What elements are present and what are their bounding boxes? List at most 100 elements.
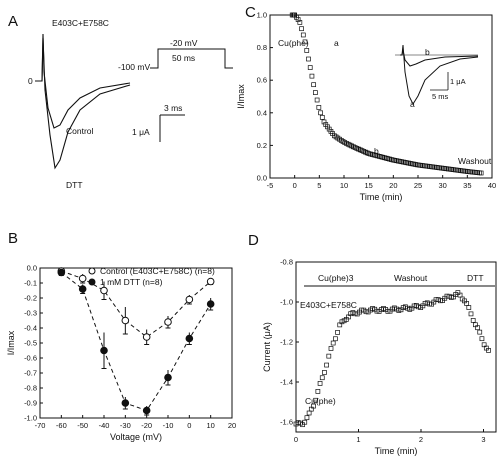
panel-c-point (304, 48, 310, 53)
panel-d-ylabel: Current (μA) (262, 322, 272, 372)
panel-c-point (319, 115, 325, 120)
panel-b-fit-dtt (61, 272, 212, 412)
panel-c-ytick-label: 0.6 (257, 76, 267, 85)
panel-b-dtt-point (185, 334, 194, 343)
panel-d: D 0 1 2 3 -0.8 -1.0 -1.2 -1.4 -1.6 Time (min) Curr… (248, 232, 497, 456)
panel-d-xtick-label: 1 (356, 435, 360, 444)
inset-trace-b (400, 49, 479, 67)
panel-d-point (330, 340, 336, 346)
panel-b-dtt-point (121, 399, 130, 407)
panel-c-point (306, 56, 311, 62)
dtt-trace (40, 37, 131, 170)
panel-b-ytick-label: -1.0 (24, 414, 37, 423)
panel-b-control-point (164, 318, 172, 326)
panel-c-point (307, 65, 313, 70)
control-label: Control (66, 126, 94, 136)
panel-d-ytick-label: -0.8 (280, 258, 293, 267)
panel-b-axes-frame (39, 267, 233, 419)
panel-c-point (300, 32, 306, 38)
panel-c-xlabel: Time (min) (360, 192, 403, 202)
panel-a-construct: E403C+E758C (52, 18, 109, 28)
panel-b-xtick-label: -50 (77, 421, 88, 430)
panel-d-point (468, 311, 474, 317)
panel-d-point (333, 336, 338, 342)
panel-b-ytick-label: -0.7 (24, 369, 37, 378)
panel-b-control-point (206, 277, 215, 286)
panel-d-point (311, 403, 316, 409)
panel-c-xtick-label: 5 (317, 181, 321, 190)
bar-label-washout: Washout (394, 273, 428, 283)
panel-c-ylabel: I/Imax (236, 84, 246, 109)
panel-d-ytick-label: -1.2 (280, 338, 293, 347)
panel-d-point (479, 336, 485, 342)
panel-b-ytick-label: 0.0 (27, 264, 37, 273)
panel-d-point (324, 362, 329, 368)
panel-a: A E403C+E758C 0 Control DTT -100 mV -20 … (8, 13, 233, 190)
panel-c-point (311, 82, 317, 88)
panel-c: C -5 0 5 10 15 20 25 30 35 40 0.0 0.2 0.4 0.6 0.8 1.0 Ti… (236, 4, 496, 202)
panel-b-xtick-label: 20 (228, 421, 236, 430)
panel-b-xtick-label: -10 (163, 421, 174, 430)
panel-b-ytick-label: -0.1 (24, 279, 37, 288)
panel-d-chart: 0 1 2 3 -0.8 -1.0 -1.2 -1.4 -1.6 Time (min) Curren… (262, 258, 497, 456)
panel-b-xtick-label: -20 (141, 421, 152, 430)
panel-d-point (317, 381, 323, 386)
panel-b-legend-entry: Control (E403C+E758C) (n=8) (100, 266, 215, 276)
panel-c-xtick-label: 40 (488, 181, 496, 190)
panel-b-xtick-label: 0 (187, 421, 191, 430)
panel-d-point (477, 329, 483, 335)
panel-d-point (315, 389, 321, 394)
panel-c-xtick-label: 0 (293, 181, 297, 190)
panel-b-dtt-point (142, 406, 151, 415)
panel-c-ytick-label: 0.8 (257, 43, 267, 52)
panel-a-letter: A (8, 13, 18, 30)
panel-b-chart: -70 -60 -50 -40 -30 -20 -10 0 10 20 0.0 -0.1 -0.2 -0.… (6, 264, 236, 443)
panel-c-ytick-label: 0.0 (257, 174, 267, 183)
panel-b-control-point (142, 333, 151, 341)
bar-label-cuphe: Cu(phe)3 (318, 273, 354, 283)
panel-d-point (326, 353, 332, 359)
panel-c-inset: a b 1 μA 5 ms (395, 44, 479, 109)
panel-b-ytick-label: -0.8 (24, 384, 37, 393)
panel-c-axes-frame (269, 14, 493, 179)
panel-b-dtt-point (100, 346, 108, 355)
duration-label: 50 ms (172, 53, 195, 63)
panel-c-xtick-label: 15 (364, 181, 372, 190)
inset-scale-bar (430, 72, 449, 91)
panel-c-xtick-label: 30 (438, 181, 446, 190)
scale-current-label: 1 μA (132, 127, 150, 137)
panel-b-ytick-label: -0.9 (24, 399, 37, 408)
panel-b-xtick-label: -40 (99, 421, 110, 430)
panel-b-dtt-point (57, 268, 66, 277)
panel-b-fit-control (61, 270, 212, 338)
panel-c-point (297, 20, 303, 25)
dtt-label: DTT (66, 180, 83, 190)
panel-d-point (486, 348, 491, 353)
panel-d-cu-annotation: Cu(phe) (305, 396, 336, 406)
panel-c-ytick-label: 1.0 (257, 11, 267, 20)
panel-b-xlabel: Voltage (mV) (110, 432, 162, 442)
panel-b-legend-entry: 1 mM DTT (n=8) (100, 277, 163, 287)
panel-c-point (318, 110, 323, 116)
panel-c-letter: C (245, 4, 256, 21)
inset-time-scale: 5 ms (432, 92, 449, 101)
panel-c-marker-a: a (334, 38, 339, 48)
panel-b-dtt-point (206, 300, 215, 308)
holding-label: -100 mV (118, 62, 150, 72)
treatment-bars: Cu(phe)3 Washout DTT (304, 273, 495, 287)
panel-c-xtick-label: -5 (267, 181, 274, 190)
bar-label-dtt: DTT (467, 273, 484, 283)
panel-c-point (314, 97, 320, 103)
panel-b: B -70 -60 -50 -40 -30 -20 -10 0 10 200.0-0.1-0.2-… (6, 230, 236, 442)
panel-b-ytick-label: -0.4 (24, 324, 37, 333)
panel-d-point (304, 415, 310, 421)
panel-d-point (319, 375, 325, 381)
step-label: -20 mV (170, 38, 198, 48)
panel-b-legend-marker (88, 278, 96, 286)
scale-time-label: 3 ms (164, 103, 182, 113)
panel-b-control-point (100, 286, 108, 295)
panel-b-xtick-label: -60 (56, 421, 67, 430)
panel-d-ytick-label: -1.0 (280, 298, 293, 307)
panel-c-point (478, 170, 484, 176)
panel-c-xtick-label: 25 (414, 181, 422, 190)
